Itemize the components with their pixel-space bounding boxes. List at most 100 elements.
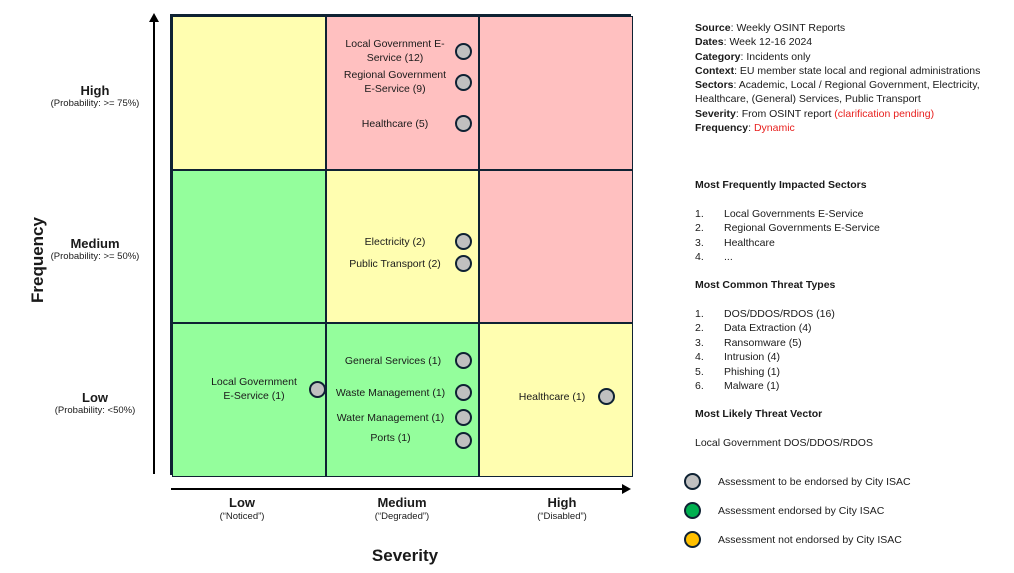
entry-label: Local Government E-Service (12)	[345, 38, 445, 64]
entry-label: General Services (1)	[344, 354, 442, 367]
x-level-label: Low	[229, 495, 255, 510]
entry-label: Waste Management (1)	[335, 386, 446, 399]
x-level-label: High	[547, 495, 577, 510]
x-axis-line	[171, 488, 623, 490]
matrix-entry: Healthcare (1)	[510, 388, 615, 405]
info-context: Context: EU member state local and regio…	[695, 64, 995, 78]
entry-label: Public Transport (2)	[349, 257, 441, 270]
info-key: Frequency	[695, 122, 749, 135]
list-item: 3. Ransomware (5)	[695, 336, 835, 350]
legend-item-endorsed: Assessment endorsed by City ISAC	[684, 502, 884, 519]
y-axis-line	[153, 20, 155, 474]
legend-dot-gray-icon	[684, 473, 701, 490]
info-value: : From OSINT report	[735, 107, 835, 120]
status-dot-icon[interactable]	[598, 388, 615, 405]
list-num: 4.	[695, 251, 704, 264]
entry-label: Electricity (2)	[364, 235, 426, 248]
y-axis-title: Frequency	[28, 217, 47, 303]
legend-label: Assessment not endorsed by City ISAC	[718, 533, 902, 546]
list-item: 4. Intrusion (4)	[695, 350, 835, 364]
vector-title: Most Likely Threat Vector	[695, 408, 823, 420]
cell-low-high: Healthcare (1)	[479, 323, 633, 477]
y-axis-arrow-icon	[149, 13, 159, 22]
status-dot-icon[interactable]	[455, 432, 472, 449]
list-num: 2.	[695, 322, 704, 335]
x-level-label: Medium	[377, 495, 427, 510]
list-num: 3.	[695, 336, 704, 349]
info-key: Context	[695, 64, 735, 77]
legend-label: Assessment endorsed by City ISAC	[718, 504, 885, 517]
y-level-sub: (Probability: >= 75%)	[50, 98, 140, 109]
vector-value: Local Government DOS/DDOS/RDOS	[695, 437, 873, 449]
y-level-medium: Medium (Probability: >= 50%)	[50, 236, 140, 263]
list-text: Ransomware (5)	[724, 336, 802, 349]
entry-label: Healthcare (5)	[361, 117, 429, 130]
legend-item-not-endorsed: Assessment not endorsed by City ISAC	[684, 531, 902, 548]
list-text: Malware (1)	[724, 380, 780, 393]
entry-label: Ports (1)	[370, 431, 411, 444]
x-axis-arrow-icon	[622, 484, 631, 494]
status-dot-icon[interactable]	[455, 384, 472, 401]
list-num: 6.	[695, 380, 704, 393]
x-axis-title: Severity	[371, 546, 439, 565]
info-value: : Incidents only	[740, 50, 811, 63]
list-num: 1.	[695, 308, 704, 320]
status-dot-icon[interactable]	[455, 115, 472, 132]
y-level-low: Low (Probability: <50%)	[50, 390, 140, 417]
status-dot-icon[interactable]	[455, 42, 472, 60]
list-num: 1.	[695, 208, 704, 220]
threats-list: 1. DOS/DDOS/RDOS (16) 2. Data Extraction (…	[695, 307, 835, 393]
list-num: 3.	[695, 236, 704, 249]
matrix-entry: Regional Government E-Service (9)	[339, 68, 472, 96]
list-item: 2. Regional Governments E-Service	[695, 221, 880, 235]
info-key: Dates	[695, 36, 724, 49]
info-dates: Dates: Week 12-16 2024	[695, 35, 995, 49]
info-key: Category	[695, 50, 741, 63]
list-text: Healthcare	[724, 236, 775, 249]
matrix-entry: Local Government E-Service (12)	[339, 37, 472, 65]
entry-label: Water Management (1)	[336, 411, 445, 424]
list-text: Intrusion (4)	[724, 351, 781, 364]
list-item: 3. Healthcare	[695, 236, 880, 250]
status-dot-icon[interactable]	[455, 352, 472, 369]
y-level-sub: (Probability: >= 50%)	[50, 251, 140, 262]
info-frequency: Frequency: Dynamic	[695, 121, 995, 135]
y-level-sub: (Probability: <50%)	[54, 405, 136, 416]
cell-medium-medium: Electricity (2) Public Transport (2)	[326, 170, 479, 323]
y-level-label: Medium	[70, 236, 120, 251]
matrix-entry: Water Management (1)	[330, 409, 472, 426]
legend-item-pending: Assessment to be endorsed by City ISAC	[684, 473, 911, 490]
x-level-sub: (“Disabled”)	[537, 511, 587, 522]
entry-label: Healthcare (1)	[518, 390, 586, 403]
info-severity: Severity: From OSINT report (clarificati…	[695, 107, 995, 121]
status-dot-icon[interactable]	[455, 73, 472, 91]
list-item: 5. Phishing (1)	[695, 365, 835, 379]
status-dot-icon[interactable]	[309, 380, 326, 398]
x-level-high: High (“Disabled”)	[487, 495, 637, 522]
info-category: Category: Incidents only	[695, 50, 995, 64]
list-text: Regional Governments E-Service	[724, 222, 880, 235]
legend-dot-yellow-icon	[684, 531, 701, 548]
matrix-entry: Healthcare (5)	[339, 115, 472, 132]
info-key: Severity	[695, 107, 736, 120]
matrix-entry: Waste Management (1)	[330, 384, 472, 401]
status-dot-icon[interactable]	[455, 409, 472, 426]
list-item: 1. Local Governments E-Service	[695, 207, 880, 221]
list-text: Local Governments E-Service	[724, 208, 864, 220]
matrix-entry: General Services (1)	[335, 352, 472, 369]
info-value: : Week 12-16 2024	[723, 36, 813, 49]
info-note: (clarification pending)	[834, 107, 935, 120]
status-dot-icon[interactable]	[455, 255, 472, 272]
sectors-list: 1. Local Governments E-Service 2. Regional…	[695, 207, 880, 265]
list-text: DOS/DDOS/RDOS (16)	[724, 308, 835, 320]
info-value: : Academic, Local / Regional Government,…	[695, 79, 980, 106]
matrix-entry: Ports (1)	[330, 432, 472, 449]
status-dot-icon[interactable]	[455, 233, 472, 250]
info-sectors: Sectors: Academic, Local / Regional Gove…	[695, 78, 995, 107]
cell-medium-high	[479, 170, 633, 323]
info-key: Source	[695, 22, 731, 34]
cell-medium-low	[172, 170, 326, 323]
legend-label: Assessment to be endorsed by City ISAC	[718, 475, 911, 488]
list-text: Phishing (1)	[724, 365, 781, 378]
info-key: Sectors	[695, 79, 734, 92]
